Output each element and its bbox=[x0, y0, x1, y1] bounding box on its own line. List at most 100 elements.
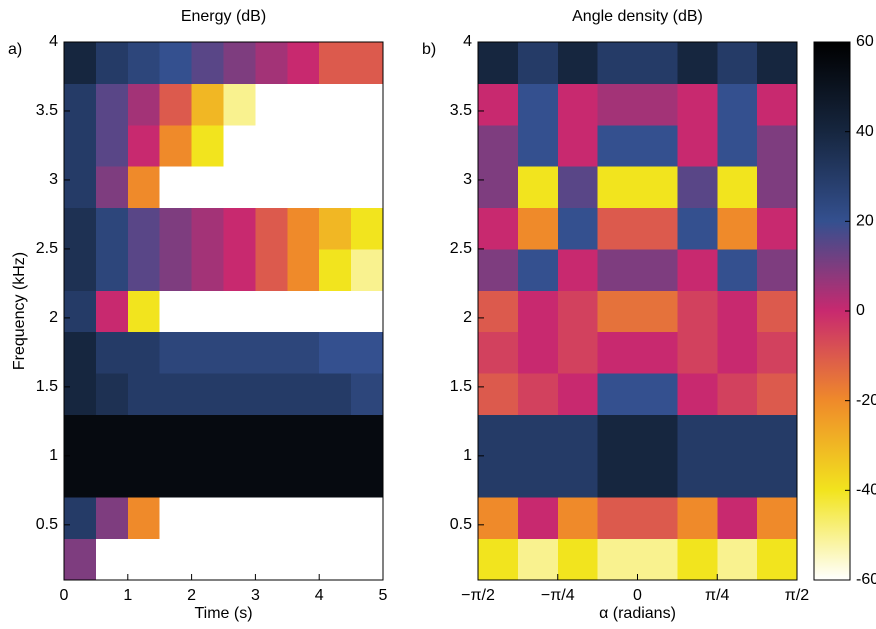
heatmap-cell bbox=[677, 83, 718, 126]
heatmap-cell bbox=[351, 497, 384, 540]
heatmap-cell bbox=[757, 538, 798, 581]
heatmap-cell bbox=[677, 42, 718, 84]
heatmap-cell bbox=[478, 124, 519, 167]
heatmap-cell bbox=[597, 42, 638, 84]
heatmap-cell bbox=[557, 42, 599, 84]
heatmap-cell bbox=[127, 83, 161, 126]
heatmap-cell bbox=[557, 83, 599, 126]
heatmap-cell bbox=[637, 497, 678, 540]
heatmap-cell bbox=[64, 290, 97, 333]
y-tick-label: 1 bbox=[49, 447, 58, 464]
heatmap-cell bbox=[64, 124, 97, 167]
heatmap-cell bbox=[191, 538, 224, 581]
heatmap-cell bbox=[287, 290, 320, 333]
heatmap-cell bbox=[223, 207, 256, 250]
heatmap-cell bbox=[159, 124, 193, 167]
heatmap-cell bbox=[64, 538, 97, 581]
heatmap-cell bbox=[517, 124, 559, 167]
heatmap-cell bbox=[191, 248, 224, 291]
heatmap-cell bbox=[127, 414, 161, 457]
x-tick-label: −π/4 bbox=[541, 587, 575, 604]
heatmap-cell bbox=[351, 124, 384, 167]
heatmap-cell bbox=[223, 414, 256, 457]
heatmap-cell bbox=[287, 166, 320, 209]
heatmap-cell bbox=[191, 124, 224, 167]
y-tick-label: 3.5 bbox=[36, 102, 58, 119]
heatmap-cell bbox=[287, 83, 320, 126]
heatmap-cell bbox=[557, 166, 599, 209]
heatmap-cell bbox=[223, 166, 256, 209]
heatmap-cell bbox=[597, 124, 638, 167]
heatmap-cell bbox=[255, 248, 288, 291]
y-tick-label: 3.5 bbox=[450, 102, 472, 119]
heatmap-cell bbox=[319, 331, 352, 374]
heatmap-cell bbox=[159, 290, 193, 333]
heatmap-cell bbox=[255, 83, 288, 126]
heatmap-cell bbox=[637, 538, 678, 581]
heatmap-cell bbox=[557, 373, 599, 415]
heatmap-cell bbox=[637, 207, 678, 250]
heatmap-cell bbox=[319, 124, 352, 167]
heatmap-cell bbox=[351, 207, 384, 250]
heatmap-cell bbox=[95, 42, 129, 84]
y-axis-label: Frequency (kHz) bbox=[11, 252, 28, 370]
colorbar-tick-label: 40 bbox=[856, 123, 874, 140]
heatmap-cell bbox=[717, 83, 758, 126]
heatmap-cell bbox=[319, 290, 352, 333]
heatmap-cell bbox=[287, 124, 320, 167]
heatmap-cell bbox=[597, 331, 638, 374]
heatmap-cell bbox=[159, 42, 193, 84]
heatmap-cell bbox=[255, 331, 288, 374]
heatmap-cell bbox=[159, 373, 193, 415]
heatmap-cell bbox=[597, 538, 638, 581]
heatmap-cell bbox=[597, 248, 638, 291]
heatmap-cell bbox=[95, 455, 129, 498]
x-tick-label: 0 bbox=[60, 587, 69, 604]
heatmap-cell bbox=[637, 42, 678, 84]
x-tick-label: 4 bbox=[315, 587, 324, 604]
heatmap-cell bbox=[287, 207, 320, 250]
heatmap-cell bbox=[597, 166, 638, 209]
heatmap-cell bbox=[351, 331, 384, 374]
heatmap-cell bbox=[191, 455, 224, 498]
x-tick-label: 2 bbox=[187, 587, 196, 604]
heatmap-cell bbox=[95, 166, 129, 209]
heatmap-cell bbox=[597, 83, 638, 126]
heatmap-cell bbox=[757, 248, 798, 291]
heatmap-cell bbox=[319, 497, 352, 540]
heatmap-cell bbox=[191, 42, 224, 84]
heatmap-cell bbox=[637, 331, 678, 374]
x-tick-label: −π/2 bbox=[461, 587, 495, 604]
y-tick-label: 1.5 bbox=[450, 378, 472, 395]
heatmap-cell bbox=[223, 497, 256, 540]
heatmap-cell bbox=[255, 414, 288, 457]
heatmap-cell bbox=[757, 124, 798, 167]
heatmap-cell bbox=[517, 207, 559, 250]
heatmap-cell bbox=[127, 331, 161, 374]
heatmap-cell bbox=[637, 83, 678, 126]
heatmap-cell bbox=[717, 497, 758, 540]
heatmap-cell bbox=[478, 331, 519, 374]
heatmap-cell bbox=[677, 124, 718, 167]
heatmap-cell bbox=[637, 414, 678, 457]
heatmap-cell bbox=[319, 414, 352, 457]
heatmap-cell bbox=[351, 455, 384, 498]
heatmap-cell bbox=[64, 248, 97, 291]
heatmap-cell bbox=[517, 538, 559, 581]
heatmap-cell bbox=[677, 414, 718, 457]
heatmap-cell bbox=[127, 207, 161, 250]
heatmap-cell bbox=[64, 497, 97, 540]
heatmap-cell bbox=[319, 166, 352, 209]
y-tick-label: 2.5 bbox=[450, 240, 472, 257]
heatmap-cell bbox=[95, 538, 129, 581]
heatmap-cell bbox=[677, 538, 718, 581]
heatmap-cell bbox=[637, 373, 678, 415]
heatmap-cell bbox=[557, 207, 599, 250]
heatmap-cell bbox=[319, 83, 352, 126]
x-tick-label: 5 bbox=[379, 587, 388, 604]
heatmap-cell bbox=[478, 538, 519, 581]
heatmap-cell bbox=[717, 124, 758, 167]
heatmap-cell bbox=[597, 414, 638, 457]
heatmap-cell bbox=[319, 455, 352, 498]
